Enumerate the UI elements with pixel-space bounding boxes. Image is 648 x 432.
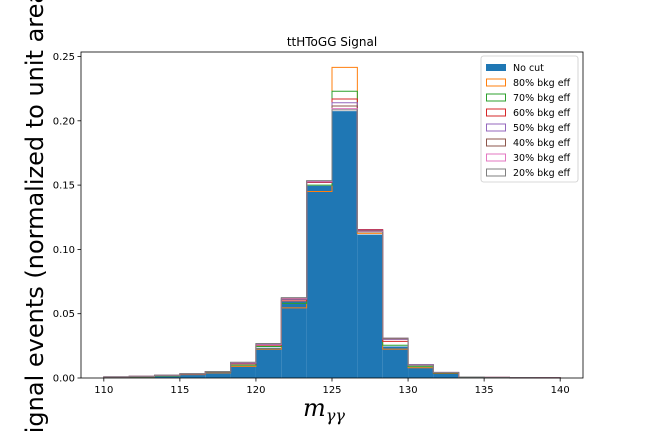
y-tick-label: 0.25 — [53, 52, 75, 63]
legend-swatch-filled — [486, 64, 506, 71]
bar-no-cut-bin-5 — [230, 365, 256, 378]
bar-no-cut-bin-4 — [205, 372, 231, 378]
legend-label: 50% bkg eff — [513, 123, 571, 134]
x-tick-label: 130 — [399, 385, 418, 396]
bar-no-cut-bin-7 — [281, 301, 307, 378]
bar-no-cut-bin-11 — [382, 346, 409, 378]
x-tick-label: 140 — [551, 385, 570, 396]
y-tick-label: 0.20 — [53, 116, 75, 127]
y-axis-ticks: 0.00 0.05 0.10 0.15 0.20 0.25 — [53, 52, 81, 385]
x-tick-label: 110 — [94, 385, 113, 396]
x-axis-ticks: 110 115 120 125 130 135 140 — [94, 378, 570, 396]
legend-label: 20% bkg eff — [513, 168, 571, 179]
bar-no-cut-bin-6 — [255, 347, 282, 378]
filled-histogram — [103, 111, 561, 378]
x-tick-label: 115 — [170, 385, 189, 396]
y-tick-label: 0.00 — [53, 374, 75, 385]
bar-no-cut-bin-8 — [306, 185, 332, 378]
legend-label: 30% bkg eff — [513, 153, 571, 164]
legend-label: No cut — [513, 63, 544, 74]
x-tick-label: 125 — [322, 385, 341, 396]
y-tick-label: 0.15 — [53, 181, 75, 192]
legend: No cut 80% bkg eff 70% bkg eff 60% bkg eff 5… — [480, 55, 579, 183]
legend-swatch-step — [486, 123, 506, 132]
legend-swatch-step — [486, 153, 506, 162]
legend-swatch-step — [486, 78, 506, 87]
x-tick-label: 135 — [475, 385, 494, 396]
step-line-series-7 — [103, 109, 561, 379]
legend-swatch-step — [486, 138, 506, 147]
legend-label: 40% bkg eff — [513, 138, 571, 149]
bar-no-cut-bin-13 — [433, 373, 459, 378]
legend-box — [480, 55, 579, 183]
x-axis-label: mγγ — [303, 394, 345, 425]
legend-label: 60% bkg eff — [513, 108, 571, 119]
bar-no-cut-bin-3 — [179, 374, 206, 378]
bar-no-cut-bin-10 — [357, 234, 383, 378]
bar-no-cut-bin-9 — [332, 111, 358, 378]
step-histograms — [103, 66, 561, 379]
legend-label: 70% bkg eff — [513, 93, 571, 104]
bar-no-cut-bin-12 — [408, 367, 434, 378]
bar-no-cut-bin-2 — [154, 375, 180, 378]
legend-label: 80% bkg eff — [513, 78, 571, 89]
legend-swatch-step — [486, 93, 506, 102]
chart-title: ttHToGG Signal — [287, 35, 377, 49]
y-axis-label: Signal events (normalized to unit area) — [21, 0, 49, 432]
y-tick-label: 0.05 — [53, 309, 75, 320]
legend-swatch-step — [486, 168, 506, 177]
legend-swatch-step — [486, 108, 506, 117]
x-tick-label: 120 — [246, 385, 265, 396]
y-tick-label: 0.10 — [53, 245, 75, 256]
x-axis-label-subscript: γγ — [326, 406, 346, 425]
x-axis-label-main: m — [303, 394, 326, 422]
bar-no-cut-bin-1 — [129, 376, 155, 378]
